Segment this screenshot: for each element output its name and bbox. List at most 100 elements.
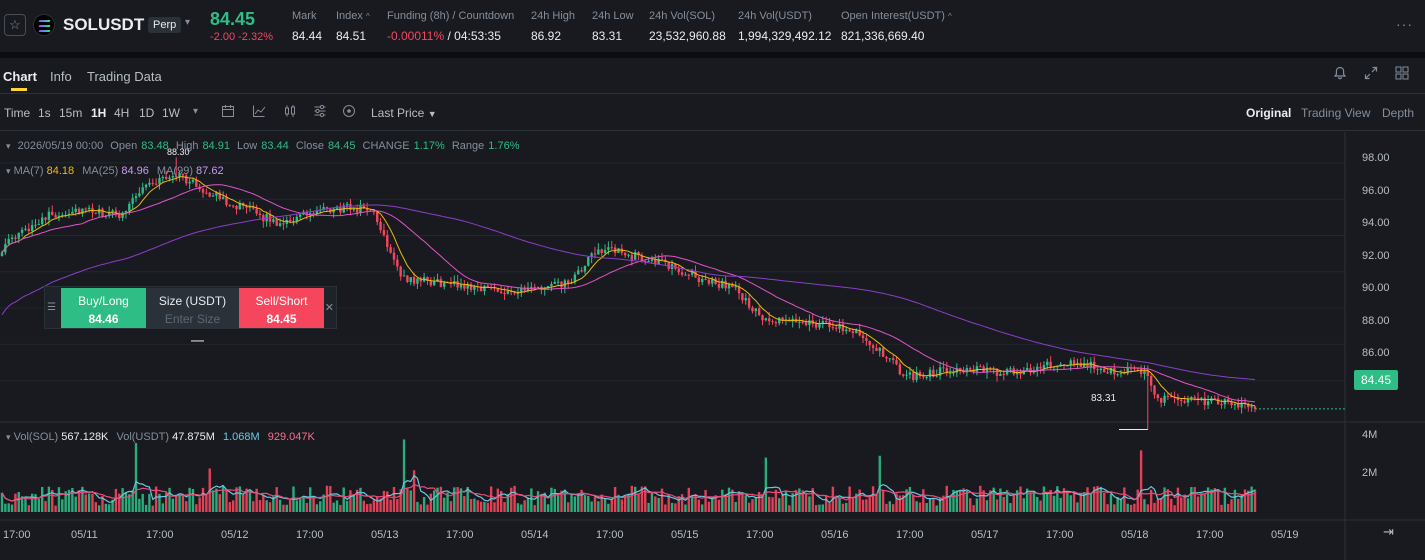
volume-bar bbox=[566, 502, 570, 512]
close-icon[interactable]: ✕ bbox=[324, 302, 334, 314]
candle-body bbox=[647, 260, 650, 262]
alert-bell-icon[interactable] bbox=[1332, 66, 1348, 82]
candle-body bbox=[486, 285, 489, 287]
volume-bar bbox=[1066, 490, 1069, 512]
buy-long-button[interactable]: Buy/Long 84.46 bbox=[61, 288, 146, 328]
volume-bar bbox=[302, 496, 305, 512]
open-interest-stat[interactable]: Open Interest(USDT) ^ 821,336,669.40 bbox=[841, 10, 952, 43]
candle-body bbox=[1213, 398, 1216, 400]
symbol-name[interactable]: SOLUSDT bbox=[63, 15, 145, 34]
volume-bar bbox=[989, 490, 992, 512]
legend-open: 83.48 bbox=[141, 140, 169, 152]
drawing-tool-icon[interactable] bbox=[341, 104, 357, 120]
volume-bar bbox=[835, 495, 838, 512]
expand-icon[interactable] bbox=[1363, 66, 1379, 82]
tab-chart[interactable]: Chart bbox=[3, 69, 37, 84]
volume-bar bbox=[808, 496, 811, 512]
candle-body bbox=[51, 211, 54, 215]
volume-bar bbox=[975, 498, 979, 512]
indicator-icon[interactable] bbox=[251, 104, 267, 120]
candle-body bbox=[533, 286, 536, 289]
volume-bar bbox=[389, 499, 392, 512]
price-type-select[interactable]: Last Price ▼ bbox=[371, 106, 437, 120]
volume-bar bbox=[838, 497, 841, 512]
volume-bar bbox=[255, 488, 258, 512]
candle-body bbox=[124, 210, 128, 213]
drag-handle-icon[interactable]: ☰ bbox=[47, 302, 56, 313]
candle-body bbox=[443, 282, 446, 287]
volume-bar bbox=[419, 504, 422, 512]
chevron-down-icon[interactable]: ▾ bbox=[185, 17, 191, 28]
candle-body bbox=[1056, 366, 1059, 368]
volume-legend: ▾ Vol(SOL) 567.128K Vol(USDT) 47.875M 1.… bbox=[6, 431, 315, 443]
vol-ma2-value: 929.047K bbox=[267, 431, 315, 443]
legend-range: 1.76% bbox=[488, 140, 520, 152]
price-chart[interactable] bbox=[0, 132, 1425, 560]
volume-bar bbox=[91, 493, 94, 512]
contract-type-badge[interactable]: Perp bbox=[148, 17, 182, 33]
candle-body bbox=[181, 173, 185, 176]
candle-body bbox=[24, 228, 27, 230]
x-tick-label: 05/13 bbox=[371, 529, 399, 541]
candle-body bbox=[1240, 402, 1243, 408]
volume-bar bbox=[275, 487, 278, 512]
view-depth[interactable]: Depth bbox=[1382, 106, 1415, 120]
tab-trading-data[interactable]: Trading Data bbox=[87, 69, 162, 84]
candle-body bbox=[1066, 365, 1069, 367]
timeframe-dropdown-icon[interactable]: ▾ bbox=[193, 106, 199, 117]
candle-body bbox=[17, 232, 20, 239]
volume-bar bbox=[667, 494, 670, 512]
favorite-star-icon[interactable]: ☆ bbox=[4, 14, 26, 36]
ma99-value: 87.62 bbox=[196, 165, 224, 177]
timeframe-4h[interactable]: 4H bbox=[114, 106, 130, 120]
candle-body bbox=[459, 284, 463, 288]
layout-grid-icon[interactable] bbox=[1394, 66, 1410, 82]
timeframe-1d[interactable]: 1D bbox=[139, 106, 155, 120]
candle-body bbox=[841, 324, 845, 332]
candle-type-icon[interactable] bbox=[282, 104, 298, 120]
chart-area[interactable]: ▾ 2026/05/19 00:00 Open 83.48 High 84.91 L… bbox=[0, 132, 1425, 560]
candle-body bbox=[597, 249, 600, 255]
volume-bar bbox=[644, 486, 647, 512]
volume-bar bbox=[577, 492, 580, 512]
index-price-stat[interactable]: Index ^ 84.51 bbox=[336, 10, 370, 43]
timeframe-1w[interactable]: 1W bbox=[162, 106, 180, 120]
sell-label: Sell/Short bbox=[255, 294, 308, 308]
volume-bar bbox=[794, 490, 798, 512]
tab-info[interactable]: Info bbox=[50, 69, 72, 84]
volume-bar bbox=[935, 505, 938, 512]
volume-bar bbox=[225, 489, 228, 512]
volume-bar bbox=[1183, 494, 1186, 512]
size-input[interactable]: Size (USDT) Enter Size bbox=[146, 288, 239, 328]
calendar-icon[interactable] bbox=[220, 104, 236, 120]
volume-bar bbox=[995, 499, 999, 512]
vol-usdt-value: 47.875M bbox=[172, 431, 215, 443]
view-original[interactable]: Original bbox=[1246, 106, 1292, 120]
volume-bar bbox=[1159, 498, 1163, 512]
view-trading-view[interactable]: Trading View bbox=[1301, 106, 1371, 120]
scroll-to-latest-icon[interactable]: ⇥ bbox=[1383, 524, 1394, 539]
timeframe-15m[interactable]: 15m bbox=[59, 106, 83, 120]
timeframe-time[interactable]: Time bbox=[4, 106, 31, 120]
volume-bar bbox=[828, 503, 831, 512]
volume-bar bbox=[1220, 504, 1223, 512]
volume-bar bbox=[1149, 489, 1153, 512]
volume-bar bbox=[1226, 503, 1230, 512]
more-options-icon[interactable]: ··· bbox=[1396, 16, 1413, 32]
candle-body bbox=[262, 214, 265, 222]
volume-bar bbox=[1052, 495, 1056, 512]
settings-icon[interactable] bbox=[312, 104, 328, 120]
volume-bar bbox=[154, 486, 158, 512]
candle-body bbox=[1233, 403, 1237, 406]
timeframe-1h[interactable]: 1H bbox=[91, 106, 107, 120]
candle-body bbox=[677, 268, 680, 273]
candle-body bbox=[891, 358, 895, 360]
candle-body bbox=[1103, 368, 1106, 373]
volume-bar bbox=[221, 485, 225, 512]
volume-bar bbox=[422, 496, 426, 512]
timeframe-1s[interactable]: 1s bbox=[38, 106, 51, 120]
candle-body bbox=[778, 317, 781, 324]
ma25-value: 84.96 bbox=[121, 165, 149, 177]
sell-short-button[interactable]: Sell/Short 84.45 bbox=[239, 288, 324, 328]
candle-body bbox=[1220, 404, 1223, 406]
